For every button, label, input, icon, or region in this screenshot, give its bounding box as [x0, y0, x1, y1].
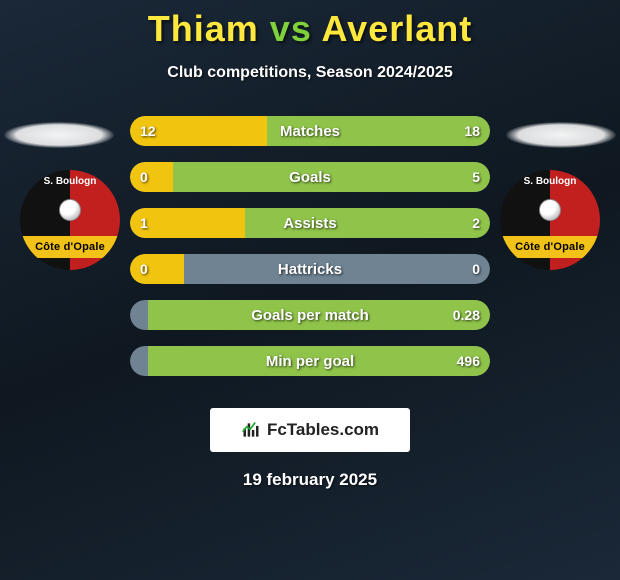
ball-icon	[539, 199, 561, 221]
badge-band-text: Côte d'Opale	[500, 236, 600, 258]
stat-label: Min per goal	[130, 346, 490, 376]
stat-label: Hattricks	[130, 254, 490, 284]
stat-bars: 1218Matches 05Goals 12Assists 00Hattricks 0.…	[130, 116, 490, 392]
club-badge-right: S. Boulogn Côte d'Opale	[500, 170, 600, 270]
subtitle: Club competitions, Season 2024/2025	[0, 64, 620, 82]
stat-row: 1218Matches	[130, 116, 490, 146]
badge-band-text: Côte d'Opale	[20, 236, 120, 258]
stat-row: 12Assists	[130, 208, 490, 238]
comparison-title: Thiam vs Averlant	[0, 0, 620, 50]
stat-label: Matches	[130, 116, 490, 146]
stat-row: 00Hattricks	[130, 254, 490, 284]
snapshot-date: 19 february 2025	[0, 470, 620, 490]
spotlight-left	[4, 122, 114, 148]
player1-name: Thiam	[148, 8, 259, 49]
stat-row: 496Min per goal	[130, 346, 490, 376]
stat-label: Goals	[130, 162, 490, 192]
site-logo: FcTables.com	[210, 408, 410, 452]
vs-text: vs	[270, 8, 312, 49]
stat-row: 05Goals	[130, 162, 490, 192]
badge-top-text: S. Boulogn	[500, 176, 600, 187]
ball-icon	[59, 199, 81, 221]
comparison-stage: S. Boulogn Côte d'Opale S. Boulogn Côte …	[0, 110, 620, 400]
club-badge-left: S. Boulogn Côte d'Opale	[20, 170, 120, 270]
spotlight-right	[506, 122, 616, 148]
stat-label: Goals per match	[130, 300, 490, 330]
site-name: FcTables.com	[267, 420, 379, 440]
stat-row: 0.28Goals per match	[130, 300, 490, 330]
stat-label: Assists	[130, 208, 490, 238]
chart-icon	[241, 420, 261, 440]
player2-name: Averlant	[322, 8, 473, 49]
badge-top-text: S. Boulogn	[20, 176, 120, 187]
